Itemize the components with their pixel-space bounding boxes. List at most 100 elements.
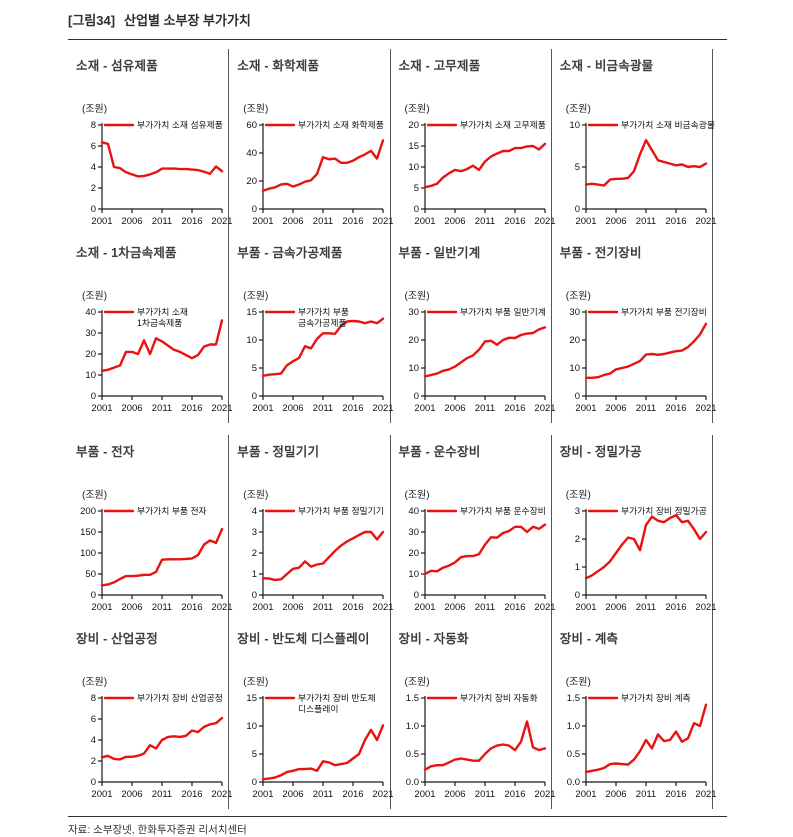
x-tick-label: 2011 [636, 216, 656, 227]
y-axis-unit-label: (조원) [82, 677, 108, 688]
x-tick-label: 2021 [534, 403, 555, 414]
chart-title: 장비 - 산업공정 [76, 632, 158, 646]
x-tick-label: 2001 [253, 216, 274, 227]
x-tick-label: 2021 [373, 602, 394, 613]
y-tick-label: 60 [247, 120, 258, 131]
legend-label: 부가가치 소재 화학제품 [298, 119, 384, 130]
x-tick-label: 2001 [414, 403, 435, 414]
y-tick-label: 4 [91, 735, 96, 746]
y-tick-label: 10 [247, 721, 258, 732]
chart-cell: 장비 - 반도체 디스플레이 (조원) 0 5 10 15 2001 2006 2011 20… [229, 622, 394, 809]
x-tick-label: 2001 [91, 216, 112, 227]
x-tick-label: 2011 [474, 602, 494, 613]
y-axis-unit-label: (조원) [243, 104, 269, 115]
x-tick-label: 2016 [504, 602, 525, 613]
data-line [100, 527, 224, 587]
x-tick-label: 2006 [121, 789, 142, 800]
legend-label: 부가가치 소재 비금속광물 [621, 119, 715, 130]
y-tick-label: 5 [252, 749, 257, 760]
legend-label: 부가가치 소재 고무제품 [460, 119, 546, 130]
x-tick-label: 2021 [211, 403, 232, 414]
chart-cell: 부품 - 일반기계 (조원) 0 10 20 30 2001 2006 2011 2016 20… [391, 236, 555, 423]
y-tick-label: 10 [85, 370, 96, 381]
y-tick-label: 15 [247, 307, 258, 318]
chart-cell: 부품 - 정밀기기 (조원) 0 1 2 3 4 2001 2006 2011 2016 2021… [229, 435, 394, 622]
x-tick-label: 2011 [474, 216, 494, 227]
chart-title: 부품 - 일반기계 [398, 246, 481, 260]
y-tick-label: 10 [569, 120, 580, 131]
y-tick-label: 10 [408, 569, 419, 580]
x-tick-label: 2011 [636, 602, 656, 613]
chart-title: 소재 - 섬유제품 [76, 59, 158, 73]
x-tick-label: 2021 [211, 789, 232, 800]
y-tick-label: 100 [80, 548, 96, 559]
x-tick-label: 2006 [121, 216, 142, 227]
line-chart: 0 10 20 30 2001 2006 2011 2016 2021 부가가치 부품 전기장비 [569, 306, 716, 414]
y-tick-label: 3 [252, 527, 257, 538]
data-line [262, 530, 385, 582]
y-tick-label: 4 [91, 162, 96, 173]
chart-cell: 장비 - 정밀가공 (조원) 0 1 2 3 2001 2006 2011 2016 2021 부… [552, 435, 716, 622]
chart-title: 부품 - 금속가공제품 [237, 246, 343, 260]
legend-label: 부가가치 장비 반도체 [298, 692, 376, 703]
x-tick-label: 2001 [414, 602, 435, 613]
data-line [100, 141, 224, 178]
page-title: 산업별 소부장 부가가치 [124, 13, 251, 28]
x-tick-label: 2016 [181, 789, 202, 800]
x-tick-label: 2016 [504, 789, 525, 800]
x-tick-label: 2016 [181, 602, 202, 613]
y-tick-label: 20 [408, 120, 419, 131]
line-chart: 0 10 20 30 40 2001 2006 2011 2016 2021 부가가치 소재1차금속… [85, 306, 232, 414]
x-tick-label: 2021 [695, 216, 716, 227]
legend-label: 부가가치 부품 운수장비 [460, 505, 546, 516]
chart-cell: 소재 - 고무제품 (조원) 0 5 10 15 20 2001 2006 2011 2016 2… [391, 49, 555, 236]
x-tick-label: 2001 [575, 602, 596, 613]
data-line [100, 716, 224, 761]
legend-label: 부가가치 장비 정밀가공 [621, 505, 707, 516]
y-tick-label: 1.0 [567, 721, 580, 732]
y-tick-label: 1.5 [567, 693, 580, 704]
x-tick-label: 2001 [253, 602, 274, 613]
figure-page: [그림34] 산업별 소부장 부가가치 소재 - 섬유제품 (조원) 0 2 4 6 8 2… [68, 10, 727, 837]
y-tick-label: 0 [252, 391, 257, 402]
x-tick-label: 2006 [283, 403, 304, 414]
x-tick-label: 2011 [313, 216, 333, 227]
y-axis-unit-label: (조원) [243, 677, 269, 688]
x-tick-label: 2021 [534, 789, 555, 800]
x-tick-label: 2006 [605, 602, 626, 613]
x-tick-label: 2021 [534, 216, 555, 227]
y-tick-label: 30 [408, 527, 419, 538]
x-tick-label: 2001 [91, 789, 112, 800]
chart-cell: 소재 - 섬유제품 (조원) 0 2 4 6 8 2001 2006 2011 2016 2021… [68, 49, 233, 236]
legend-label: 부가가치 장비 계측 [621, 692, 691, 703]
y-tick-label: 0 [413, 391, 418, 402]
x-tick-label: 2011 [474, 403, 494, 414]
chart-title: 소재 - 화학제품 [237, 59, 320, 73]
x-tick-label: 2011 [636, 789, 656, 800]
y-axis-unit-label: (조원) [404, 677, 430, 688]
x-tick-label: 2021 [534, 602, 555, 613]
line-chart: 0 5 10 15 20 2001 2006 2011 2016 2021 부가가치 소재 고무제품 [408, 119, 555, 227]
line-chart: 0 2 4 6 8 2001 2006 2011 2016 2021 부가가치 장비 산업공정 [91, 692, 233, 800]
x-tick-label: 2016 [665, 789, 686, 800]
y-tick-label: 50 [85, 569, 96, 580]
y-tick-label: 4 [252, 506, 257, 517]
y-axis-unit-label: (조원) [404, 490, 430, 501]
data-line [423, 326, 546, 378]
x-tick-label: 2016 [181, 216, 202, 227]
line-chart: 0 10 20 30 40 2001 2006 2011 2016 2021 부가가치 부품 운수장… [408, 505, 555, 613]
chart-title: 장비 - 계측 [559, 632, 619, 646]
x-tick-label: 2021 [373, 789, 394, 800]
line-chart: 0 5 10 15 2001 2006 2011 2016 2021 부가가치 장비 반도체디스플… [247, 692, 394, 800]
chart-title: 부품 - 정밀기기 [237, 445, 320, 459]
data-line [262, 139, 385, 193]
x-tick-label: 2021 [695, 403, 716, 414]
y-tick-label: 20 [408, 548, 419, 559]
figure-label: [그림34] [68, 13, 116, 28]
x-tick-label: 2001 [253, 403, 274, 414]
x-tick-label: 2006 [283, 789, 304, 800]
x-tick-label: 2006 [121, 602, 142, 613]
x-tick-label: 2011 [152, 403, 172, 414]
legend-label: 금속가공제품 [298, 318, 347, 328]
x-tick-label: 2016 [665, 602, 686, 613]
